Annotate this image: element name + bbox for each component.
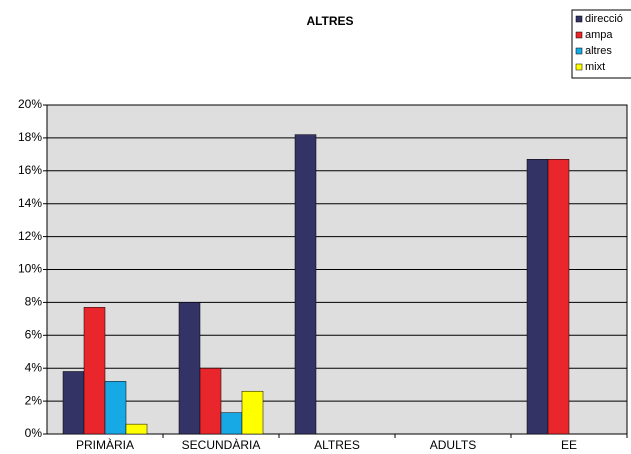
y-tick-label: 0%: [25, 426, 43, 440]
y-tick-label: 2%: [25, 393, 43, 407]
x-tick-label: EE: [561, 438, 577, 452]
x-tick-label: SECUNDÀRIA: [182, 437, 261, 452]
x-tick-label: ALTRES: [314, 438, 360, 452]
y-tick-label: 4%: [25, 360, 43, 374]
legend-label: direcció: [585, 13, 623, 25]
y-tick-label: 10%: [18, 262, 42, 276]
bar: [294, 134, 317, 435]
legend-swatch: [575, 15, 583, 23]
y-tick-label: 8%: [25, 295, 43, 309]
y-tick-label: 16%: [18, 163, 42, 177]
bar: [62, 371, 85, 435]
bar: [104, 381, 127, 435]
legend-swatch: [575, 31, 583, 39]
bar: [220, 412, 243, 435]
bar: [178, 302, 201, 435]
y-tick-label: 20%: [18, 97, 42, 111]
y-tick-label: 6%: [25, 327, 43, 341]
chart-title: ALTRES: [306, 14, 353, 28]
legend-label: mixt: [585, 61, 605, 73]
x-tick-label: PRIMÀRIA: [76, 437, 134, 452]
bar: [547, 159, 570, 435]
y-tick-label: 18%: [18, 130, 42, 144]
y-tick-label: 12%: [18, 229, 42, 243]
legend-swatch: [575, 63, 583, 71]
bar: [83, 307, 106, 435]
legend-label: altres: [585, 45, 612, 57]
legend-swatch: [575, 47, 583, 55]
bar: [125, 423, 148, 435]
y-tick-label: 14%: [18, 196, 42, 210]
bar: [241, 390, 264, 435]
legend-label: ampa: [585, 29, 613, 41]
x-tick-label: ADULTS: [430, 438, 476, 452]
bar: [199, 367, 222, 435]
bar: [526, 159, 549, 435]
